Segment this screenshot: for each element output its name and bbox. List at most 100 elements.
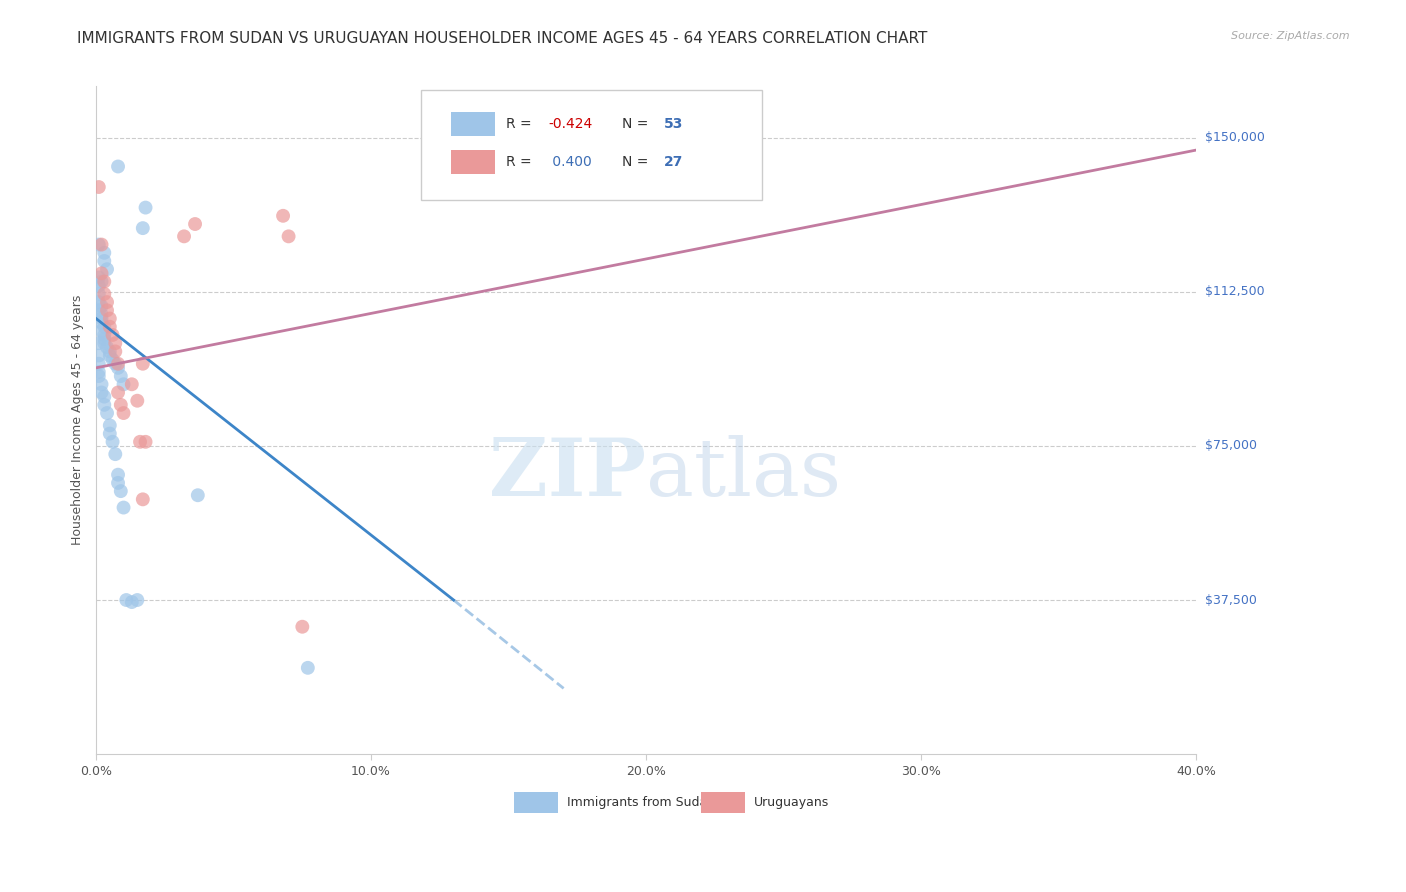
Point xyxy=(101,352,124,367)
Point xyxy=(93,245,115,260)
Point xyxy=(87,303,110,318)
Point xyxy=(90,275,112,289)
Point xyxy=(107,475,129,490)
Point xyxy=(87,237,110,252)
Point xyxy=(135,201,157,215)
Point xyxy=(90,324,112,338)
Point xyxy=(96,295,118,310)
Point xyxy=(87,278,110,293)
Point xyxy=(87,369,110,384)
Point xyxy=(87,270,110,285)
Text: 27: 27 xyxy=(664,155,683,169)
Point xyxy=(107,360,129,375)
Text: $150,000: $150,000 xyxy=(1205,131,1264,145)
Text: $112,500: $112,500 xyxy=(1205,285,1264,298)
Point xyxy=(121,377,143,392)
Point xyxy=(90,237,112,252)
Point xyxy=(93,319,115,334)
Text: R =: R = xyxy=(506,155,537,169)
Point xyxy=(132,221,155,235)
Point xyxy=(93,275,115,289)
Point xyxy=(187,488,209,502)
Point xyxy=(96,406,118,420)
FancyBboxPatch shape xyxy=(515,791,558,813)
Point xyxy=(104,336,127,351)
Text: IMMIGRANTS FROM SUDAN VS URUGUAYAN HOUSEHOLDER INCOME AGES 45 - 64 YEARS CORRELA: IMMIGRANTS FROM SUDAN VS URUGUAYAN HOUSE… xyxy=(77,31,928,46)
Point xyxy=(127,593,149,607)
Point xyxy=(271,209,294,223)
Point xyxy=(98,311,121,326)
Point xyxy=(90,385,112,400)
Point xyxy=(90,299,112,313)
Point xyxy=(129,434,152,449)
Point xyxy=(93,398,115,412)
Point xyxy=(98,418,121,433)
Point xyxy=(90,311,112,326)
Text: Uruguayans: Uruguayans xyxy=(754,796,830,809)
Point xyxy=(87,336,110,351)
Text: -0.424: -0.424 xyxy=(548,118,592,131)
Point xyxy=(135,434,157,449)
Point xyxy=(101,328,124,343)
Point xyxy=(90,316,112,330)
Point xyxy=(127,393,149,408)
Y-axis label: Householder Income Ages 45 - 64 years: Householder Income Ages 45 - 64 years xyxy=(72,295,84,545)
Text: 53: 53 xyxy=(664,118,683,131)
Point xyxy=(107,467,129,482)
Point xyxy=(121,595,143,609)
Point xyxy=(87,286,110,301)
Point xyxy=(98,344,121,359)
Point xyxy=(93,254,115,268)
Point xyxy=(87,357,110,371)
Point xyxy=(104,447,127,461)
FancyBboxPatch shape xyxy=(420,90,762,200)
Point xyxy=(104,357,127,371)
Point xyxy=(110,484,132,499)
Point xyxy=(87,365,110,379)
Point xyxy=(98,426,121,441)
Point xyxy=(291,620,314,634)
Point xyxy=(115,593,138,607)
Text: Immigrants from Sudan: Immigrants from Sudan xyxy=(567,796,716,809)
Point xyxy=(93,332,115,346)
Point xyxy=(87,180,110,194)
Point xyxy=(90,266,112,280)
Text: $75,000: $75,000 xyxy=(1205,440,1257,452)
Point xyxy=(184,217,207,231)
Point xyxy=(90,377,112,392)
Point xyxy=(110,398,132,412)
Point xyxy=(107,385,129,400)
Point xyxy=(297,661,319,675)
Point xyxy=(112,406,135,420)
FancyBboxPatch shape xyxy=(702,791,745,813)
Point xyxy=(110,369,132,384)
Text: N =: N = xyxy=(621,118,652,131)
Point xyxy=(107,357,129,371)
Point xyxy=(98,349,121,363)
Point xyxy=(104,344,127,359)
Text: atlas: atlas xyxy=(647,434,841,513)
Point xyxy=(173,229,195,244)
Point xyxy=(132,492,155,507)
Text: Source: ZipAtlas.com: Source: ZipAtlas.com xyxy=(1232,31,1350,41)
Point xyxy=(277,229,299,244)
Point xyxy=(96,340,118,354)
FancyBboxPatch shape xyxy=(451,112,495,136)
Point xyxy=(93,286,115,301)
Point xyxy=(132,357,155,371)
Text: R =: R = xyxy=(506,118,537,131)
Point xyxy=(93,390,115,404)
FancyBboxPatch shape xyxy=(451,150,495,174)
Point xyxy=(112,500,135,515)
Point xyxy=(87,295,110,310)
Point xyxy=(93,336,115,351)
Point xyxy=(87,349,110,363)
Text: $37,500: $37,500 xyxy=(1205,593,1257,607)
Text: N =: N = xyxy=(621,155,652,169)
Text: 0.400: 0.400 xyxy=(548,155,592,169)
Point xyxy=(96,262,118,277)
Point xyxy=(98,319,121,334)
Point xyxy=(90,307,112,321)
Point xyxy=(101,434,124,449)
Point xyxy=(96,303,118,318)
